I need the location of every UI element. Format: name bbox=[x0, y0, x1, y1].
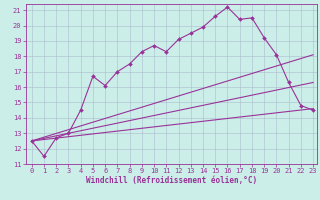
X-axis label: Windchill (Refroidissement éolien,°C): Windchill (Refroidissement éolien,°C) bbox=[86, 176, 257, 185]
